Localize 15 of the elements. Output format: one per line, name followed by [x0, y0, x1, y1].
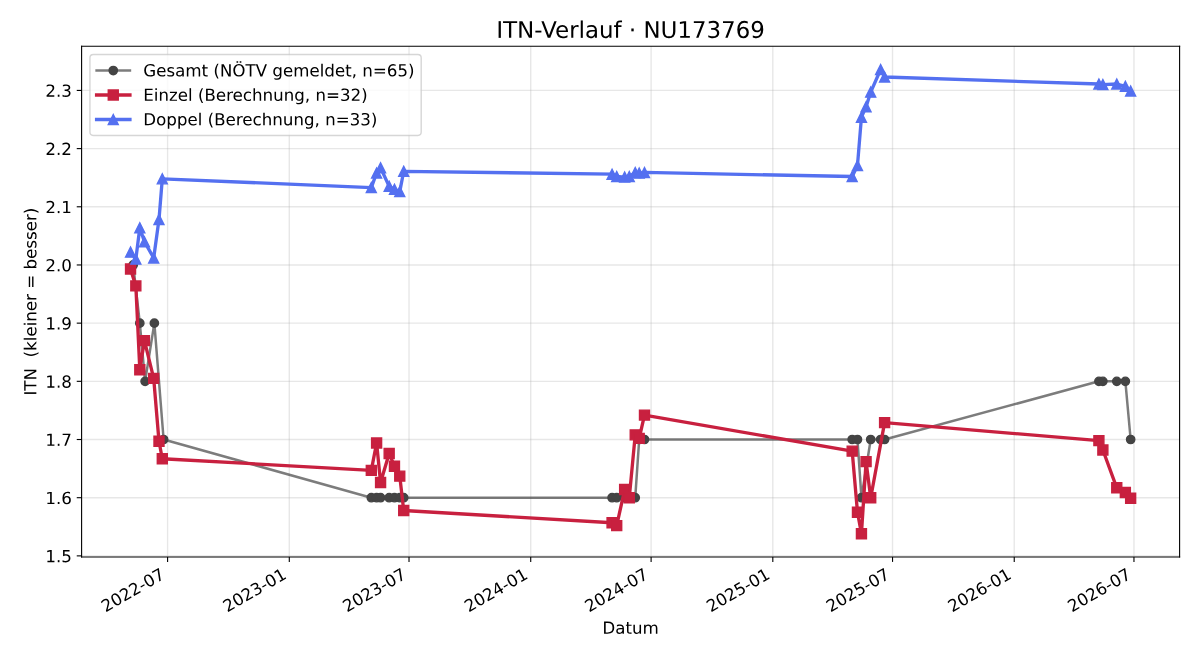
y-tick-label: 1.8	[47, 375, 71, 388]
y-tick-label: 2.1	[46, 200, 71, 214]
legend-label: Doppel (Berechnung, n=33)	[144, 112, 376, 129]
y-tick-label: 1.5	[47, 550, 71, 563]
y-tick-label: 2.3	[46, 84, 71, 97]
y-tick-label: 1.6	[47, 491, 71, 505]
y-tick-label: 2.0	[46, 258, 71, 272]
y-tick-label: 1.9	[47, 317, 71, 330]
x-axis-title: Datum	[604, 621, 658, 635]
y-tick-label: 2.2	[46, 142, 71, 155]
y-axis-title: ITN (kleiner = besser)	[23, 209, 39, 394]
legend-label: Gesamt (NÖTV gemeldet, n=65)	[144, 61, 414, 80]
chart-title: ITN-Verlauf · NU173769	[498, 20, 764, 39]
y-tick-label: 1.7	[47, 433, 71, 446]
legend-label: Einzel (Berechnung, n=32)	[144, 88, 367, 105]
